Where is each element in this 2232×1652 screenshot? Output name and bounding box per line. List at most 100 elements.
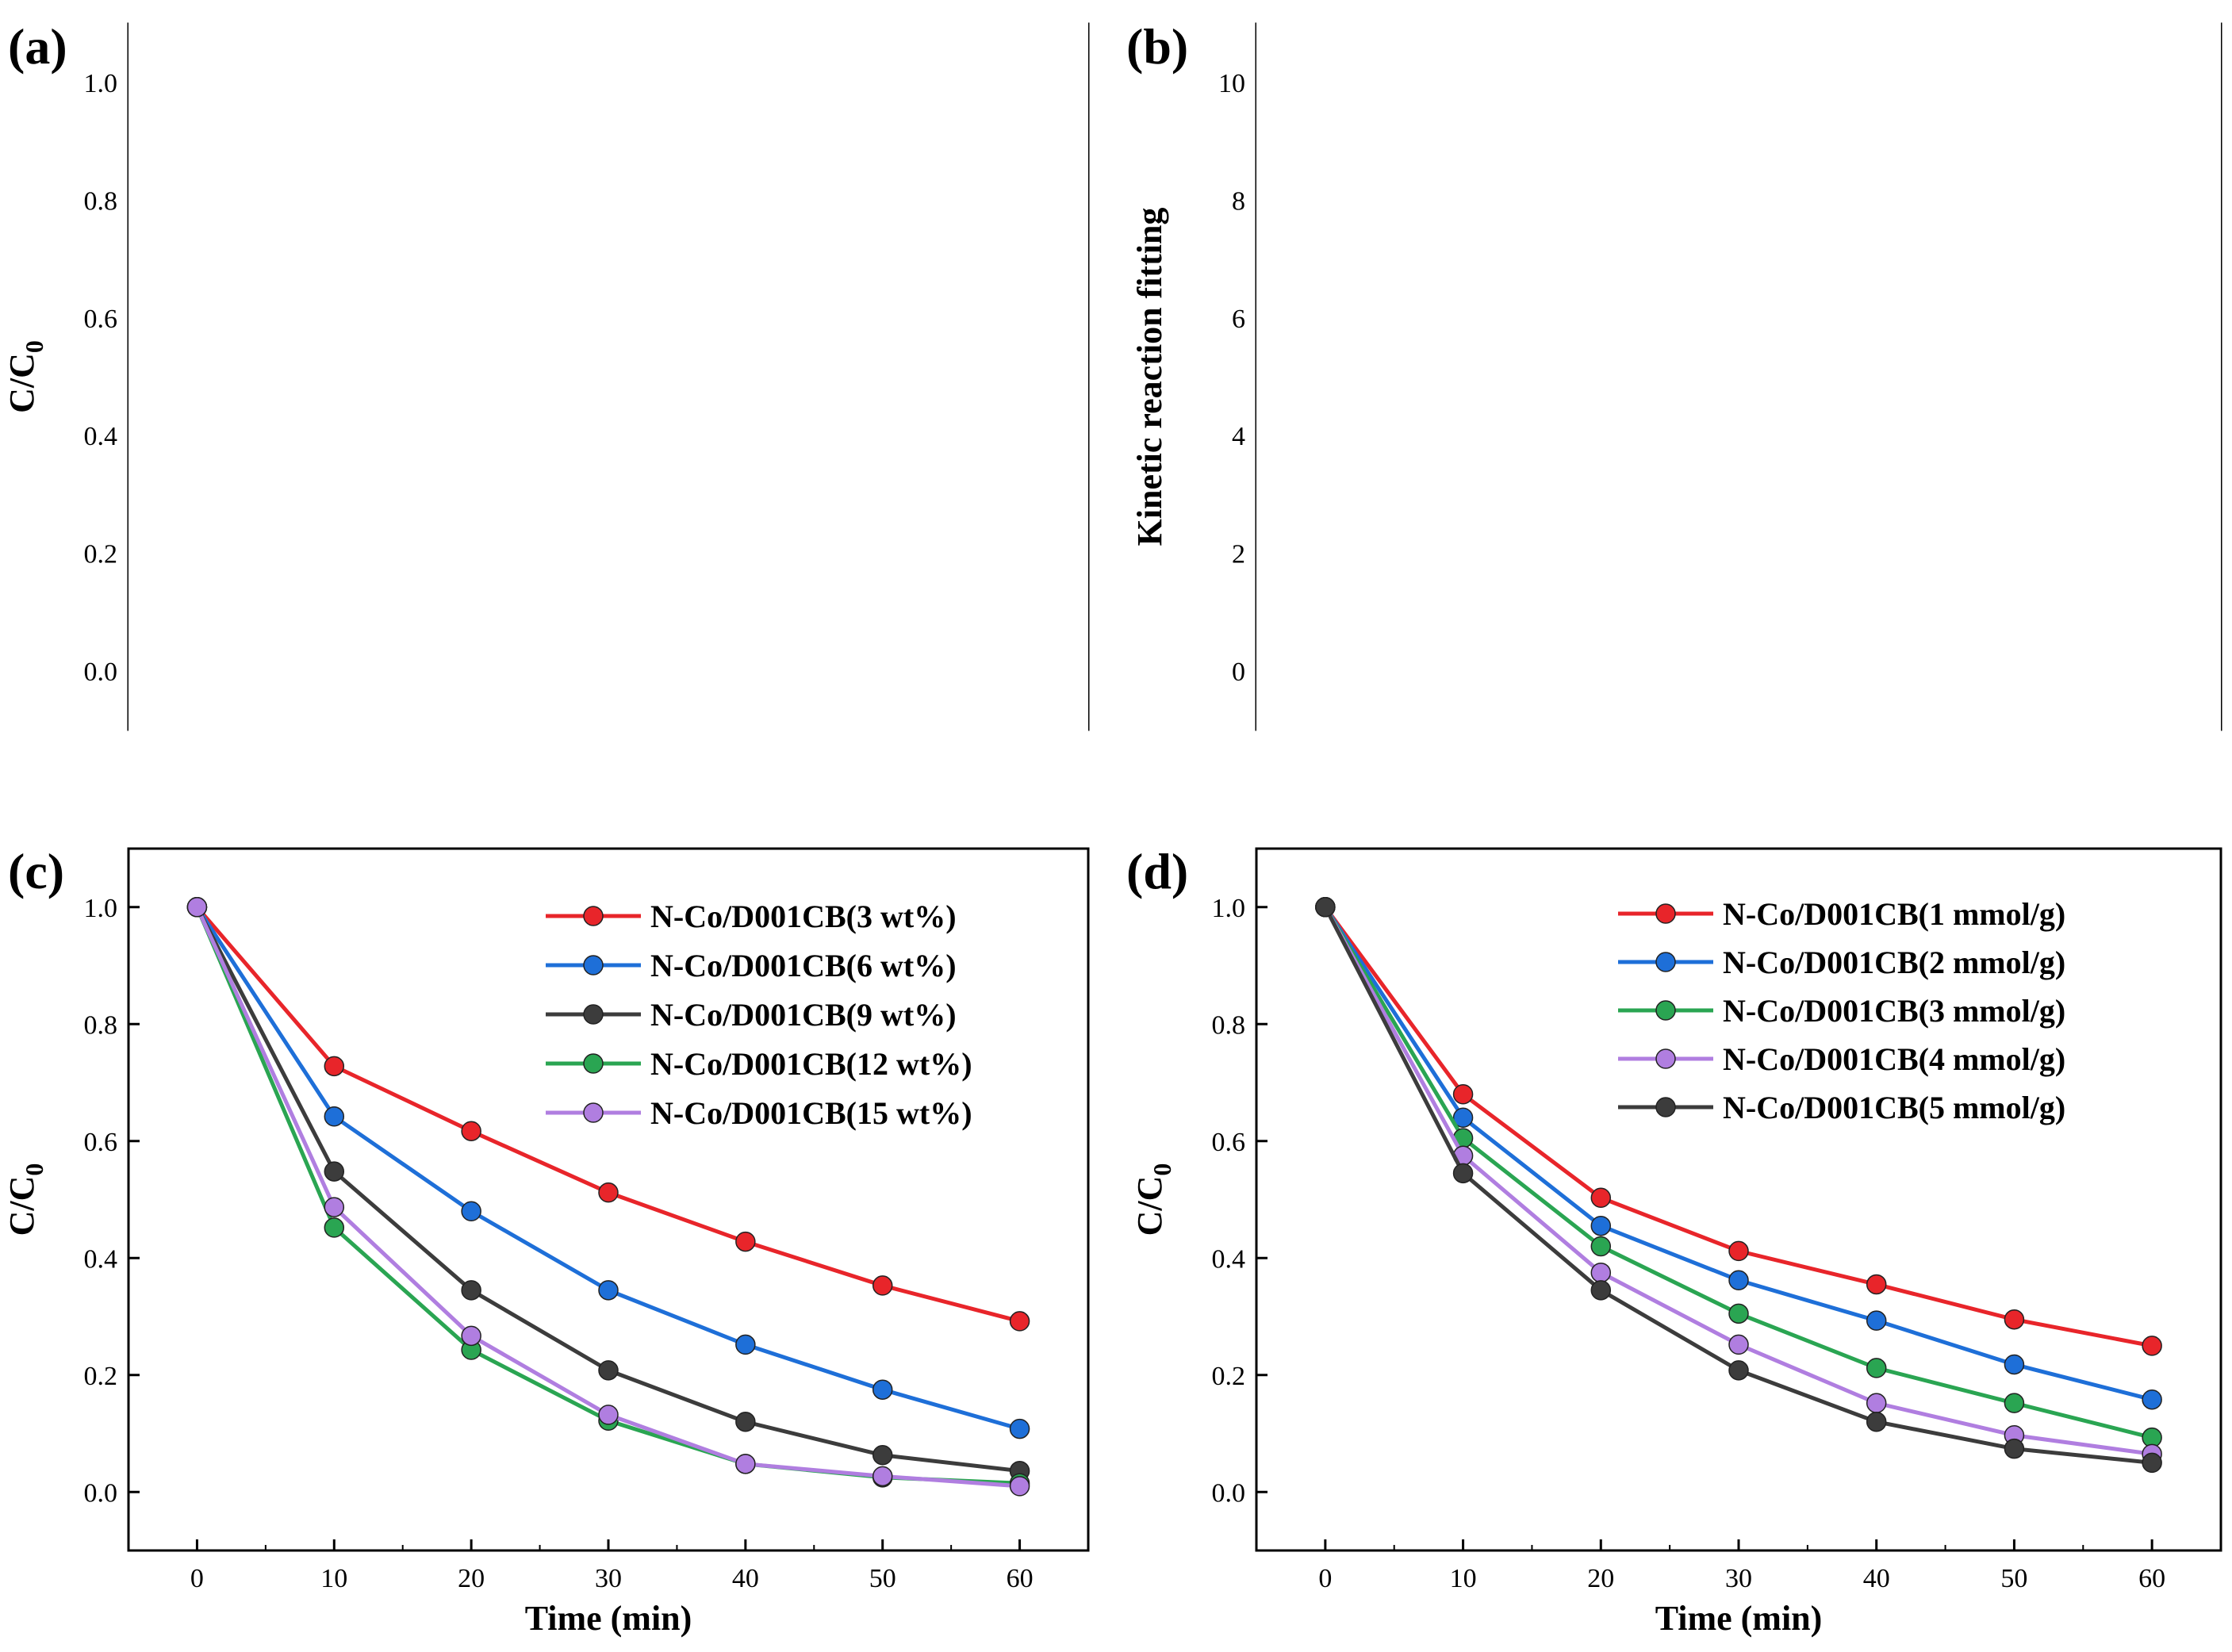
data-point — [735, 1231, 756, 1252]
legend-entry: N-Co/D001CB(3 mmol/g) — [1723, 993, 2065, 1029]
legend-marker — [1655, 1097, 1676, 1117]
x-tick-label: 0 — [1318, 1564, 1332, 1593]
legend: N-Co/D001CB(3 wt%) N-Co/D001CB(6 wt%) N-Co… — [546, 899, 972, 1131]
data-point — [1866, 1412, 1887, 1432]
y-tick-label: 0.8 — [1212, 1010, 1246, 1040]
legend-marker — [1655, 952, 1676, 972]
data-point — [872, 1275, 893, 1296]
data-point — [1590, 1262, 1612, 1283]
panel-c: 0 10 20 30 40 50 60 0.0 0.2 0.4 0.6 0.8 1.0 Time (min… — [2, 0, 1090, 1638]
x-tick-label: 40 — [1863, 1564, 1890, 1593]
data-point — [1866, 1310, 1887, 1331]
data-point — [2142, 1452, 2162, 1474]
y-tick-label: 6 — [1232, 305, 1245, 334]
y-axis-label-main: C/C — [1130, 1176, 1169, 1236]
y-axis-label-main: Kinetic reaction fitting — [1130, 208, 1169, 546]
y-tick-label: 10 — [1218, 69, 1245, 98]
data-point — [1728, 1303, 1749, 1324]
y-axis-label: Kinetic reaction fitting — [1130, 208, 1169, 546]
x-tick-label: 10 — [1450, 1564, 1477, 1593]
legend-marker — [1655, 903, 1676, 924]
data-point — [1315, 897, 1336, 918]
panel-label-c: (c) — [8, 843, 64, 899]
y-tick-label: 0.0 — [1212, 1478, 1246, 1508]
data-point — [1452, 1084, 1474, 1105]
x-tick-label: 30 — [595, 1564, 622, 1593]
y-tick-label: 0.4 — [1212, 1244, 1246, 1274]
y-axis-label-sub: 0 — [20, 1163, 48, 1176]
data-point — [461, 1201, 481, 1221]
frame-mask — [128, 0, 1088, 848]
legend-marker — [583, 1053, 604, 1074]
data-point — [735, 1334, 756, 1355]
data-point — [1009, 1476, 1030, 1497]
x-axis-label: Time (min) — [525, 1599, 692, 1638]
data-point — [598, 1360, 619, 1381]
y-axis-label-main: C/C — [2, 353, 41, 413]
x-tick-label: 0 — [190, 1564, 204, 1593]
panel-label-a: (a) — [8, 18, 67, 75]
data-point — [2004, 1354, 2025, 1375]
y-tick-label: 1.0 — [84, 894, 118, 923]
data-point — [1590, 1236, 1612, 1257]
y-tick-label: 4 — [1232, 422, 1245, 451]
data-point — [1009, 1418, 1030, 1439]
y-axis-label: C/C0 — [1130, 1163, 1176, 1236]
series-5 — [1315, 897, 2162, 1474]
legend-marker — [1655, 1000, 1676, 1021]
series-line — [1323, 906, 2153, 1440]
data-point — [872, 1445, 893, 1466]
data-point — [1728, 1360, 1749, 1381]
x-tick-label: 40 — [732, 1564, 759, 1593]
y-tick-label: 0.8 — [84, 1010, 118, 1040]
y-tick-label: 0 — [1232, 657, 1245, 687]
y-tick-label: 8 — [1232, 187, 1245, 217]
y-axis-label: C/C0 — [2, 340, 48, 413]
x-tick-label: 60 — [2138, 1564, 2165, 1593]
legend-entry: N-Co/D001CB(15 wt%) — [650, 1095, 972, 1131]
data-point — [735, 1454, 756, 1474]
data-point — [2004, 1438, 2025, 1459]
series-3 — [1315, 897, 2162, 1448]
data-point — [1590, 1215, 1612, 1236]
data-point — [461, 1325, 481, 1347]
legend-marker — [1655, 1048, 1676, 1069]
y-axis-label-sub: 0 — [1148, 1163, 1176, 1176]
legend-entry: N-Co/D001CB(1 mmol/g) — [1723, 896, 2065, 932]
data-point — [2142, 1389, 2162, 1410]
data-point — [872, 1379, 893, 1400]
y-tick-label: 0.8 — [84, 187, 118, 217]
legend-entry: N-Co/D001CB(2 mmol/g) — [1723, 945, 2065, 980]
y-tick-label: 1.0 — [84, 69, 118, 98]
x-tick-label: 20 — [1587, 1564, 1614, 1593]
y-tick-label: 0.2 — [84, 1362, 118, 1391]
y-tick-label: 0.2 — [84, 540, 118, 569]
data-point — [324, 1106, 345, 1127]
data-point — [324, 1197, 345, 1217]
series-line — [1323, 906, 2153, 1402]
panel-label-d: (d) — [1126, 843, 1188, 899]
y-tick-label: 0.6 — [84, 1128, 118, 1157]
legend-entry: N-Co/D001CB(4 mmol/g) — [1723, 1041, 2065, 1077]
data-point — [1590, 1280, 1612, 1301]
y-axis-label-main: C/C — [2, 1176, 41, 1236]
data-point — [461, 1280, 481, 1301]
legend-marker — [583, 955, 604, 975]
data-point — [1452, 1107, 1474, 1128]
y-tick-label: 0.6 — [84, 305, 118, 334]
legend-entry: N-Co/D001CB(9 wt%) — [650, 997, 957, 1033]
data-point — [461, 1121, 481, 1141]
data-point — [2142, 1336, 2162, 1356]
x-tick-label: 50 — [869, 1564, 896, 1593]
data-point — [1728, 1334, 1749, 1355]
data-point — [2004, 1393, 2025, 1413]
y-tick-label: 0.4 — [84, 1244, 118, 1274]
legend: N-Co/D001CB(1 mmol/g) N-Co/D001CB(2 mmol/… — [1618, 896, 2065, 1125]
legend-marker — [583, 1004, 604, 1025]
frame-mask — [1256, 0, 2221, 848]
legend-entry: N-Co/D001CB(12 wt%) — [650, 1046, 972, 1082]
data-point — [1590, 1187, 1612, 1209]
legend-marker — [583, 1102, 604, 1123]
